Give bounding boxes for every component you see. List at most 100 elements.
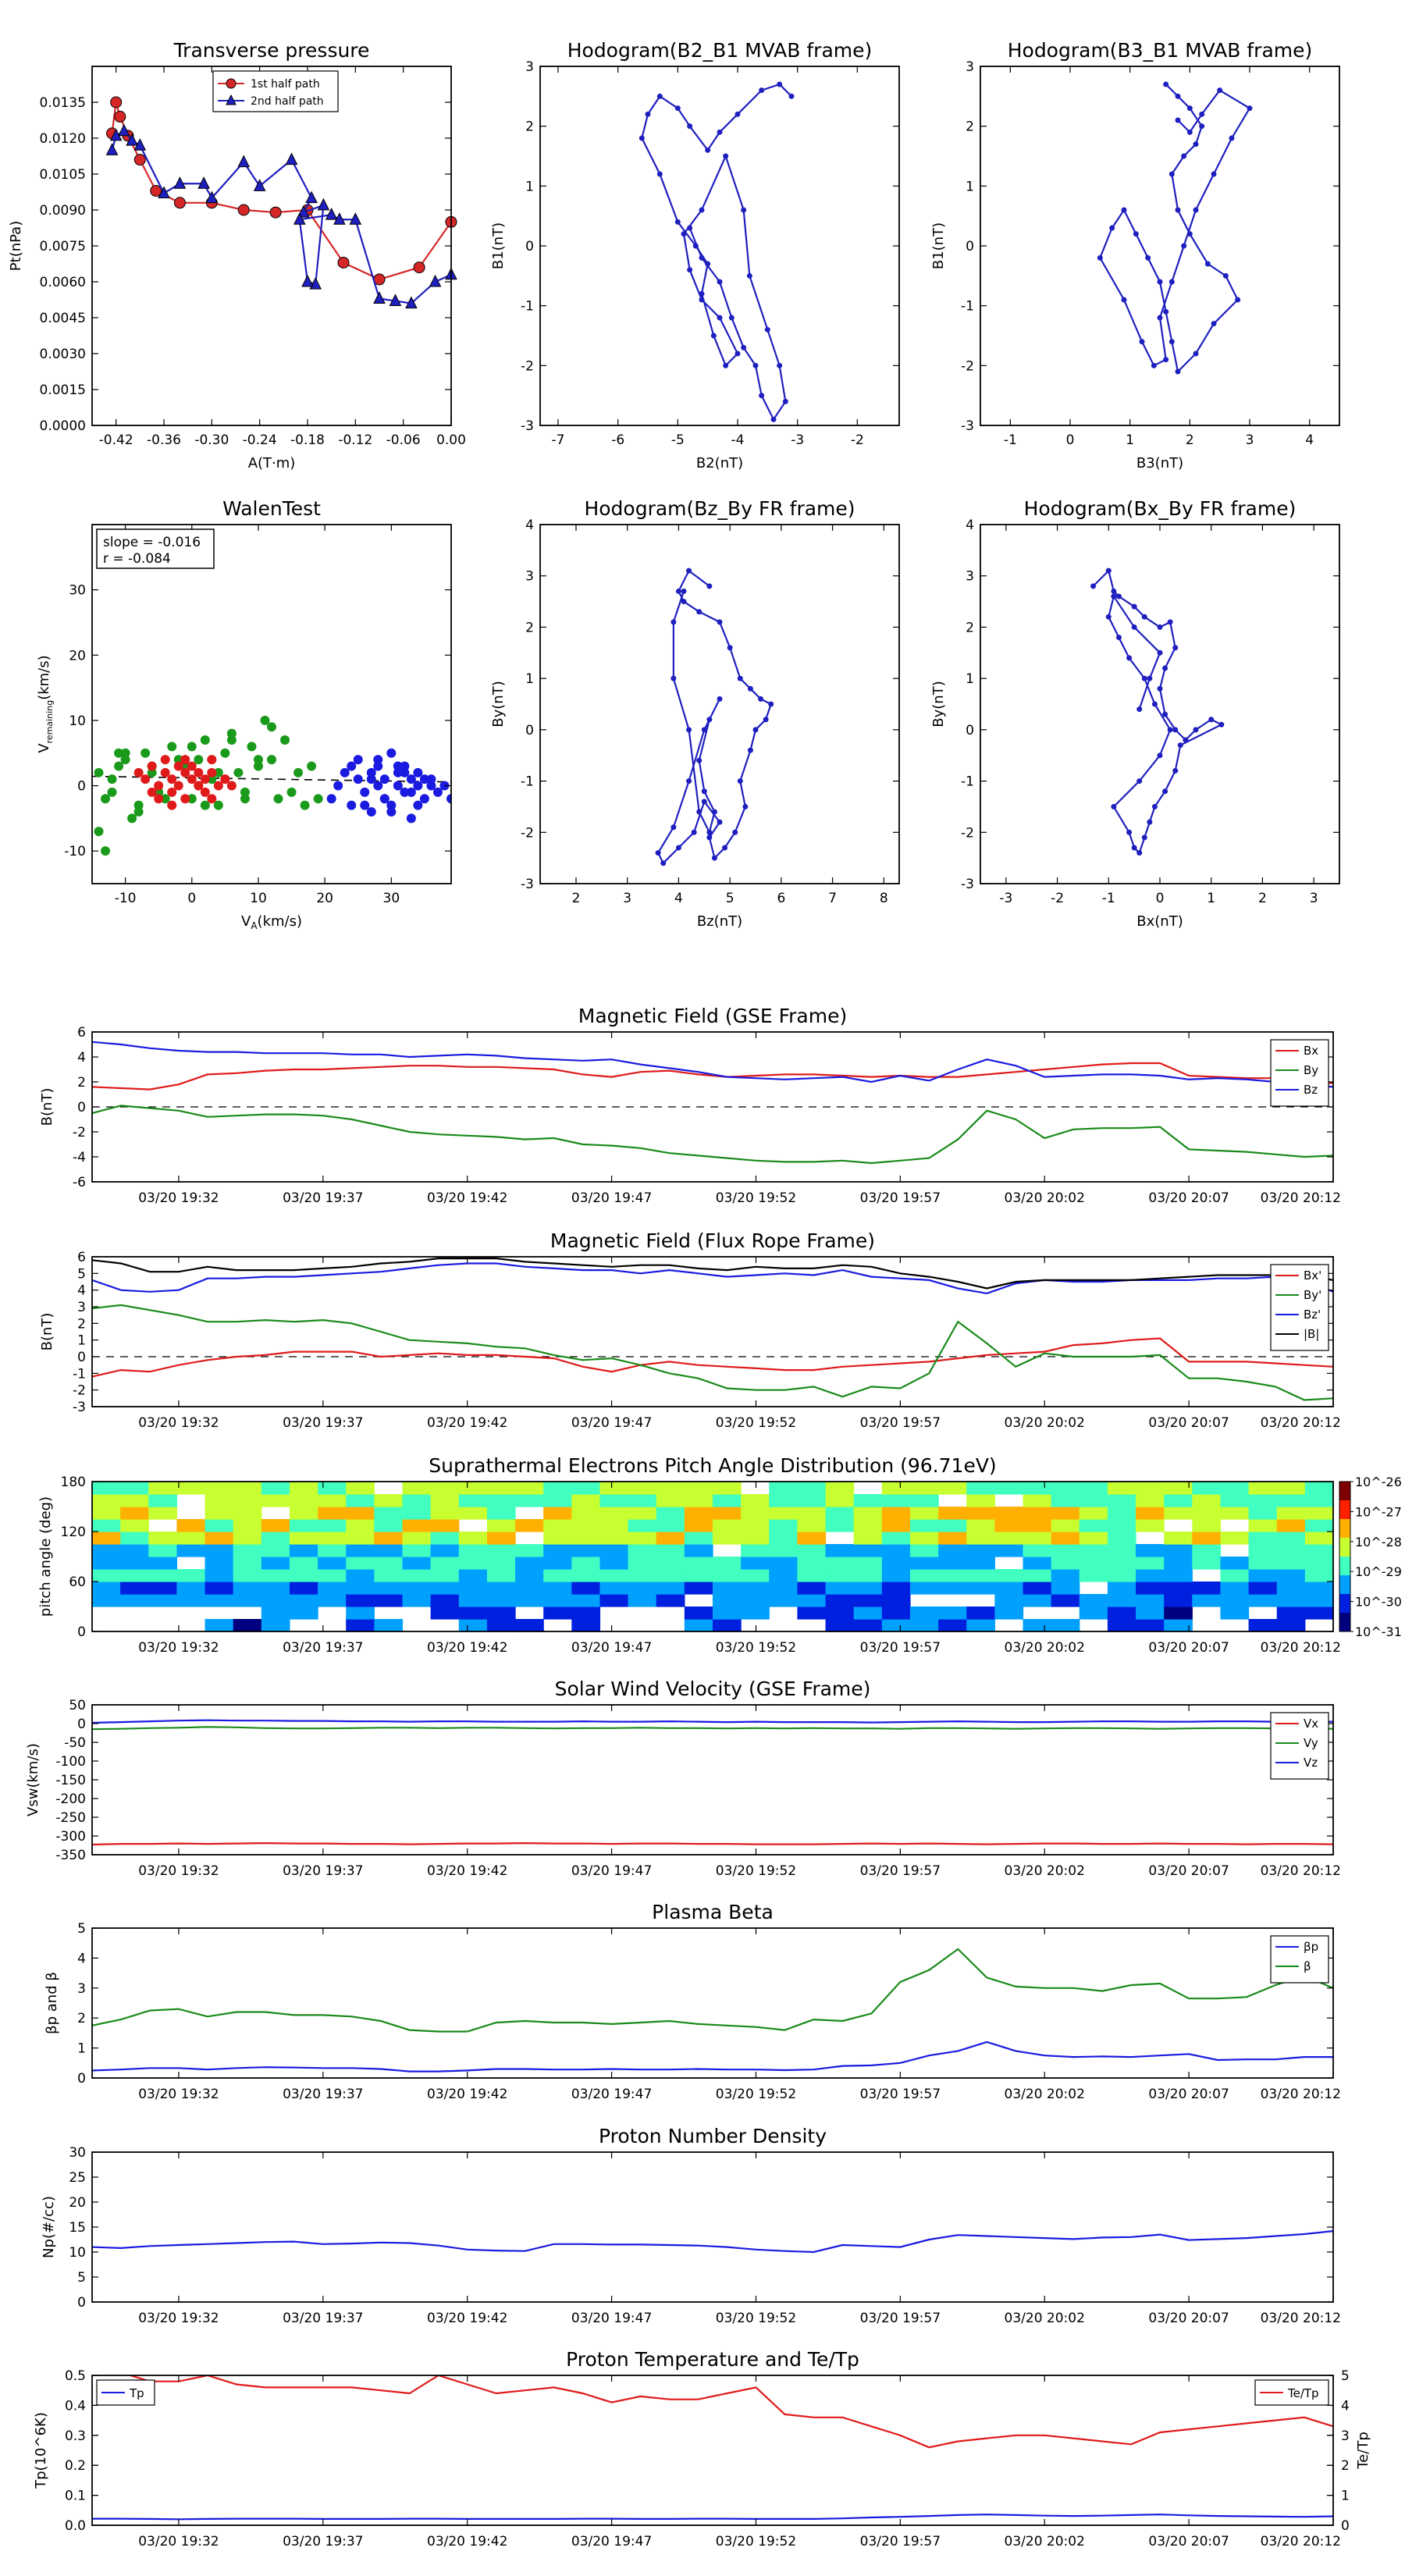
heatmap-cell: [374, 1582, 404, 1595]
x-tick-label: 03/20 20:07: [1148, 1190, 1229, 1206]
legend-label: By: [1304, 1063, 1318, 1077]
x-tick-label: 03/20 19:42: [427, 2087, 507, 2102]
x-tick-label: 03/20 19:47: [571, 1190, 652, 1206]
trace-point: [670, 675, 677, 681]
heatmap-cell: [909, 1532, 939, 1545]
legend-box: [1270, 1039, 1329, 1107]
heatmap-cell: [92, 1494, 121, 1507]
chart-title: WalenTest: [222, 497, 321, 520]
y-tick-label: 0.2: [65, 2458, 86, 2474]
data-point: [173, 197, 186, 209]
scatter-point: [180, 761, 190, 771]
heatmap-cell: [1164, 1494, 1193, 1507]
scatter-point: [187, 761, 197, 771]
heatmap-cell: [797, 1582, 827, 1595]
scatter-point: [173, 781, 183, 791]
y-tick-label: 0: [966, 239, 974, 254]
trace-point: [1105, 568, 1112, 574]
heatmap-cell: [1023, 1507, 1052, 1520]
heatmap-cell: [825, 1569, 855, 1582]
heatmap-cell: [628, 1582, 657, 1595]
hodogram-trace: [1097, 81, 1253, 375]
heatmap-cell: [909, 1494, 939, 1507]
trace-point: [711, 809, 717, 815]
heatmap-cell: [769, 1482, 799, 1495]
chart-title: Proton Temperature and Te/Tp: [566, 2348, 859, 2371]
scatter-point: [286, 787, 297, 797]
heatmap-cell: [402, 1519, 432, 1532]
x-tick-label: 03/20 20:12: [1261, 1863, 1341, 1879]
heatmap-cell: [825, 1582, 855, 1595]
heatmap-cell: [1248, 1619, 1278, 1632]
x-tick-label: 03/20 19:47: [571, 1415, 652, 1431]
trace-point: [1193, 207, 1199, 213]
trace-point: [741, 207, 747, 213]
heatmap-cell: [713, 1507, 742, 1520]
trace-point: [1111, 803, 1117, 809]
scatter-point: [114, 748, 124, 758]
heatmap-cell: [120, 1594, 149, 1607]
heatmap-cell: [92, 1507, 121, 1520]
scatter-point: [167, 774, 177, 785]
legend-label: Bx: [1304, 1044, 1318, 1058]
trace-point: [706, 829, 713, 835]
heatmap-cell: [938, 1569, 967, 1582]
trace-point: [701, 727, 707, 733]
data-point: [173, 176, 187, 189]
scatter-point: [167, 800, 177, 810]
heatmap-cell: [233, 1519, 262, 1532]
chart-title: Plasma Beta: [652, 1901, 774, 1923]
y-tick-label: 0.1: [65, 2489, 86, 2504]
scatter-point: [326, 794, 336, 804]
heatmap-cell: [966, 1494, 995, 1507]
plot-frame: [980, 66, 1340, 426]
colorbar-segment: [1339, 1519, 1350, 1539]
heatmap-cell: [571, 1582, 601, 1595]
x-tick-label: 03/20 19:32: [138, 1640, 219, 1656]
trace-point: [1183, 737, 1189, 743]
y-axis-label: B(nT): [39, 1088, 55, 1126]
data-point: [205, 190, 219, 204]
heatmap-cell: [233, 1569, 262, 1582]
heatmap-cell: [656, 1507, 685, 1520]
y-tick-label: 2: [966, 119, 974, 135]
heatmap-cell: [261, 1532, 290, 1545]
heatmap-cell: [938, 1482, 967, 1495]
heatmap-cell: [486, 1569, 516, 1582]
colorbar-label: 10^-31: [1355, 1624, 1402, 1639]
heatmap-cell: [1107, 1594, 1136, 1607]
heatmap-cell: [741, 1569, 770, 1582]
trace-point: [742, 803, 749, 809]
y-tick-label: -1: [521, 774, 534, 790]
heatmap-cell: [825, 1557, 855, 1570]
heatmap-cell: [571, 1569, 601, 1582]
heatmap-cell: [1079, 1494, 1108, 1507]
y-tick-label: -1: [961, 299, 974, 315]
plot-frame: [91, 1704, 1334, 1856]
y-tick-label: 1: [525, 671, 534, 687]
colorbar-label: 10^-29: [1355, 1564, 1402, 1579]
heatmap-cell: [402, 1532, 432, 1545]
trace-point: [1157, 753, 1163, 759]
heatmap-cell: [1304, 1507, 1334, 1520]
trace-point: [717, 619, 723, 625]
scatter-point: [406, 774, 416, 785]
colorbar-label: 10^-30: [1355, 1595, 1402, 1610]
heatmap-cell: [176, 1582, 206, 1595]
chart-title: Solar Wind Velocity (GSE Frame): [555, 1678, 871, 1700]
heatmap-cell: [402, 1507, 432, 1520]
heatmap-cell: [1304, 1569, 1334, 1582]
plot-frame: [539, 524, 900, 884]
heatmap-cell: [1248, 1544, 1278, 1557]
colorbar-segment: [1339, 1538, 1350, 1557]
trace-point: [656, 171, 663, 177]
heatmap-cell: [881, 1606, 911, 1620]
trace-point: [782, 398, 788, 404]
data-point: [325, 208, 338, 220]
scatter-point: [213, 781, 223, 791]
heatmap-cell: [1023, 1594, 1052, 1607]
trace-point: [681, 588, 687, 594]
x-axis-label: Bx(nT): [1136, 913, 1183, 930]
heatmap-cell: [825, 1507, 855, 1520]
heatmap-cell: [261, 1619, 290, 1632]
